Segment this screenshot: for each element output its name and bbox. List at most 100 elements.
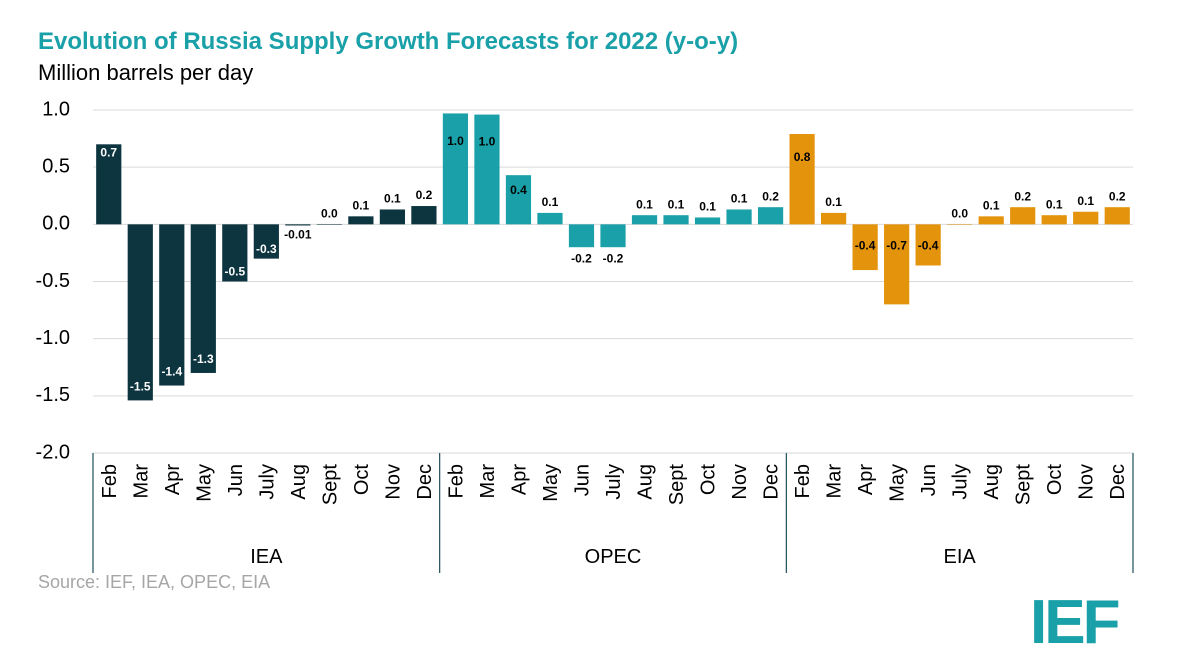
data-label: 1.0	[447, 134, 464, 148]
bar	[568, 224, 595, 248]
data-label: 0.7	[100, 145, 117, 159]
bar	[442, 113, 469, 225]
bar	[285, 224, 311, 226]
group-label: EIA	[944, 546, 977, 568]
data-label: 0.1	[668, 197, 685, 211]
source-note: Source: IEF, IEA, OPEC, EIA	[38, 572, 271, 592]
bar	[1041, 215, 1067, 225]
data-label: 0.2	[1014, 189, 1031, 203]
group-label: OPEC	[585, 546, 642, 568]
x-tick-label: Sept	[666, 464, 688, 506]
bar	[821, 212, 847, 225]
x-tick-label: Mar	[130, 464, 152, 499]
bar	[1104, 207, 1130, 225]
data-label: -1.5	[130, 380, 151, 394]
x-tick-label: Jun	[225, 464, 247, 496]
x-tick-label: Sept	[319, 464, 341, 506]
x-tick-label: Nov	[1076, 464, 1098, 500]
x-tick-label: Jun	[571, 464, 593, 496]
data-label: 0.1	[353, 199, 370, 213]
y-tick-label: 1.0	[42, 98, 70, 120]
bar	[694, 217, 721, 225]
x-tick-label: July	[603, 464, 625, 500]
data-label: 0.1	[731, 192, 748, 206]
x-tick-label: Dec	[1107, 464, 1129, 500]
data-label: 0.1	[384, 192, 401, 206]
bar	[474, 114, 500, 225]
bar	[1010, 207, 1036, 225]
data-label: 1.0	[479, 135, 496, 149]
x-tick-label: May	[540, 464, 562, 502]
bar	[663, 215, 689, 225]
x-tick-label: July	[256, 464, 278, 500]
bar	[505, 175, 532, 225]
data-label: 0.1	[983, 199, 1000, 213]
bar	[600, 224, 626, 248]
data-label: -0.7	[886, 239, 907, 253]
x-tick-label: Aug	[288, 464, 310, 500]
data-label: -0.4	[918, 239, 939, 253]
bar	[190, 224, 216, 373]
x-tick-label: Oct	[1044, 464, 1066, 496]
bar	[631, 215, 658, 225]
data-label: 0.0	[951, 207, 968, 221]
data-label: 0.0	[321, 207, 338, 221]
x-tick-label: Dec	[761, 464, 783, 500]
bar	[884, 224, 910, 305]
y-tick-label: -2.0	[36, 441, 70, 463]
data-label: 0.8	[794, 150, 811, 164]
y-tick-label: 0.0	[42, 213, 70, 235]
x-tick-label: May	[887, 464, 909, 502]
bar	[1073, 211, 1099, 225]
bar	[222, 224, 248, 282]
bar	[316, 224, 342, 225]
y-tick-label: -0.5	[36, 270, 70, 292]
x-tick-label: July	[950, 464, 972, 500]
data-label: -0.4	[855, 239, 876, 253]
bar	[789, 134, 815, 225]
data-label: 0.1	[825, 195, 842, 209]
group-label: IEA	[250, 546, 283, 568]
x-tick-label: Feb	[792, 464, 814, 498]
data-label: 0.2	[762, 189, 779, 203]
data-label: -0.2	[571, 251, 592, 265]
bar	[379, 209, 405, 225]
bar	[348, 216, 374, 225]
data-label: 0.1	[1046, 197, 1063, 211]
x-tick-label: Oct	[351, 464, 373, 496]
bar	[978, 216, 1004, 225]
x-tick-label: Aug	[981, 464, 1003, 500]
bar	[915, 224, 941, 266]
y-tick-label: -1.0	[36, 327, 70, 349]
data-label: -1.4	[161, 365, 182, 379]
x-tick-label: Nov	[382, 464, 404, 500]
y-tick-label: 0.5	[42, 155, 70, 177]
y-axis-unit-label: Million barrels per day	[38, 60, 254, 85]
bar	[852, 224, 878, 271]
bar	[757, 207, 784, 225]
chart-title: Evolution of Russia Supply Growth Foreca…	[38, 28, 739, 55]
data-label: 0.1	[542, 195, 559, 209]
x-tick-label: Apr	[162, 464, 184, 495]
bar	[947, 224, 973, 225]
x-tick-label: Jun	[918, 464, 940, 496]
data-label: -1.3	[193, 352, 214, 366]
bar	[537, 212, 563, 225]
x-tick-label: Nov	[729, 464, 751, 500]
x-tick-label: Mar	[477, 464, 499, 499]
x-tick-label: Oct	[698, 464, 720, 496]
data-label: 0.2	[416, 188, 433, 202]
bar	[726, 209, 752, 225]
data-label: -0.5	[224, 265, 245, 279]
x-tick-label: Apr	[855, 464, 877, 495]
x-tick-label: Feb	[445, 464, 467, 498]
y-tick-label: -1.5	[36, 384, 70, 406]
bar	[159, 224, 185, 386]
ief-logo: IEF	[1030, 588, 1120, 657]
data-label: -0.2	[603, 251, 624, 265]
data-label: 0.1	[636, 197, 653, 211]
bar	[253, 224, 279, 259]
x-tick-label: Aug	[635, 464, 657, 500]
data-label: -0.01	[284, 228, 312, 242]
